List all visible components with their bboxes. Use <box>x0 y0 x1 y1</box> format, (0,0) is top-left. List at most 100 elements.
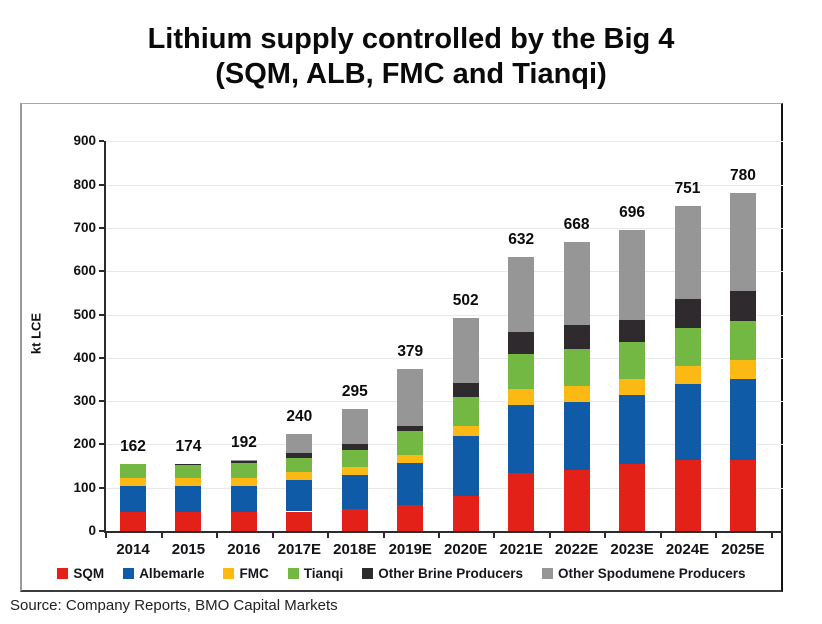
legend-item-fmc: FMC <box>223 566 268 581</box>
bar-segment-tianqi <box>508 354 534 389</box>
legend-label: Other Brine Producers <box>378 566 523 581</box>
bar-segment-fmc <box>619 379 645 395</box>
legend-label: Albemarle <box>139 566 204 581</box>
bar-segment-albemarle <box>675 384 701 460</box>
x-axis-line <box>104 531 783 533</box>
bar-segment-sqm <box>453 496 479 531</box>
bar-segment-fmc <box>397 455 423 463</box>
bar-segment-other-spodumene-producers <box>730 193 756 291</box>
bar-total-label: 174 <box>156 438 220 456</box>
x-axis-tick <box>383 533 385 538</box>
x-tick-label: 2021E <box>491 541 551 558</box>
grid-line <box>106 141 783 142</box>
bar-segment-albemarle <box>730 379 756 460</box>
bar-segment-other-brine-producers <box>508 332 534 355</box>
legend-label: FMC <box>239 566 268 581</box>
y-tick-label: 800 <box>56 177 96 192</box>
chart-title-line-2: (SQM, ALB, FMC and Tianqi) <box>0 57 822 92</box>
bar-segment-other-spodumene-producers <box>342 409 368 444</box>
chart-title: Lithium supply controlled by the Big 4 (… <box>0 22 822 92</box>
bar-segment-other-spodumene-producers <box>508 257 534 331</box>
legend-swatch-icon <box>542 568 553 579</box>
plot-area: 0100200300400500600700800900162201417420… <box>22 104 781 590</box>
bar-segment-tianqi <box>564 349 590 386</box>
bar-segment-albemarle <box>175 486 201 512</box>
bar-segment-fmc <box>675 366 701 384</box>
page: Lithium supply controlled by the Big 4 (… <box>0 0 822 624</box>
bar-segment-sqm <box>508 473 534 531</box>
x-tick-label: 2018E <box>325 541 385 558</box>
legend-label: SQM <box>73 566 104 581</box>
bar-total-label: 668 <box>545 216 609 234</box>
legend-swatch-icon <box>57 568 68 579</box>
x-axis-tick <box>493 533 495 538</box>
bar-segment-tianqi <box>453 397 479 426</box>
legend-item-other-spodumene-producers: Other Spodumene Producers <box>542 566 746 581</box>
bar-segment-tianqi <box>175 465 201 478</box>
bar-segment-other-brine-producers <box>564 325 590 348</box>
bar-segment-sqm <box>730 460 756 531</box>
chart-box: kt LCE 010020030040050060070080090016220… <box>20 103 783 592</box>
bar-segment-other-spodumene-producers <box>453 318 479 383</box>
x-axis-tick <box>272 533 274 538</box>
bar-segment-other-brine-producers <box>342 444 368 450</box>
y-tick-label: 400 <box>56 350 96 365</box>
y-tick-label: 600 <box>56 263 96 278</box>
legend-swatch-icon <box>223 568 234 579</box>
legend-swatch-icon <box>362 568 373 579</box>
x-tick-label: 2020E <box>436 541 496 558</box>
bar-segment-other-brine-producers <box>675 299 701 328</box>
legend-swatch-icon <box>123 568 134 579</box>
bar-segment-fmc <box>120 478 146 486</box>
bar-segment-albemarle <box>286 480 312 512</box>
legend-item-albemarle: Albemarle <box>123 566 204 581</box>
bar-segment-sqm <box>675 460 701 531</box>
bar-segment-sqm <box>231 512 257 531</box>
bar-segment-sqm <box>397 505 423 531</box>
bar-segment-other-brine-producers <box>286 453 312 458</box>
bar-total-label: 502 <box>434 292 498 310</box>
bar-segment-fmc <box>175 478 201 486</box>
bar-segment-albemarle <box>564 402 590 470</box>
chart-title-line-1: Lithium supply controlled by the Big 4 <box>0 22 822 57</box>
x-tick-label: 2023E <box>602 541 662 558</box>
bar-segment-fmc <box>730 360 756 378</box>
bar-segment-sqm <box>342 509 368 531</box>
bar-total-label: 240 <box>267 408 331 426</box>
bar-segment-albemarle <box>619 395 645 464</box>
bar-segment-other-spodumene-producers <box>286 434 312 453</box>
bar-segment-fmc <box>508 389 534 405</box>
x-axis-tick <box>604 533 606 538</box>
bar-segment-tianqi <box>286 458 312 471</box>
bar-segment-other-brine-producers <box>619 320 645 343</box>
legend-item-tianqi: Tianqi <box>288 566 344 581</box>
bar-segment-sqm <box>175 512 201 531</box>
bar-segment-fmc <box>564 386 590 402</box>
x-tick-label: 2022E <box>547 541 607 558</box>
legend-label: Tianqi <box>304 566 344 581</box>
x-tick-label: 2024E <box>658 541 718 558</box>
y-tick-label: 100 <box>56 480 96 495</box>
x-axis-tick <box>105 533 107 538</box>
bar-segment-other-spodumene-producers <box>675 206 701 300</box>
bar-segment-sqm <box>619 464 645 531</box>
bar-segment-albemarle <box>120 486 146 511</box>
bar-segment-fmc <box>453 426 479 436</box>
bar-segment-tianqi <box>730 321 756 361</box>
bar-total-label: 780 <box>711 167 775 185</box>
legend-item-sqm: SQM <box>57 566 104 581</box>
bar-segment-fmc <box>342 467 368 475</box>
x-tick-label: 2016 <box>214 541 274 558</box>
bar-segment-tianqi <box>397 431 423 455</box>
bar-segment-other-brine-producers <box>175 464 201 465</box>
x-axis-tick <box>216 533 218 538</box>
legend: SQM Albemarle FMC Tianqi Other Brine Produce… <box>22 560 781 586</box>
x-tick-label: 2019E <box>380 541 440 558</box>
bar-segment-albemarle <box>342 475 368 509</box>
bar-segment-other-spodumene-producers <box>231 460 257 461</box>
bar-total-label: 696 <box>600 204 664 222</box>
x-axis-tick <box>549 533 551 538</box>
y-tick-label: 200 <box>56 436 96 451</box>
x-tick-label: 2017E <box>269 541 329 558</box>
y-axis-line <box>104 141 106 533</box>
